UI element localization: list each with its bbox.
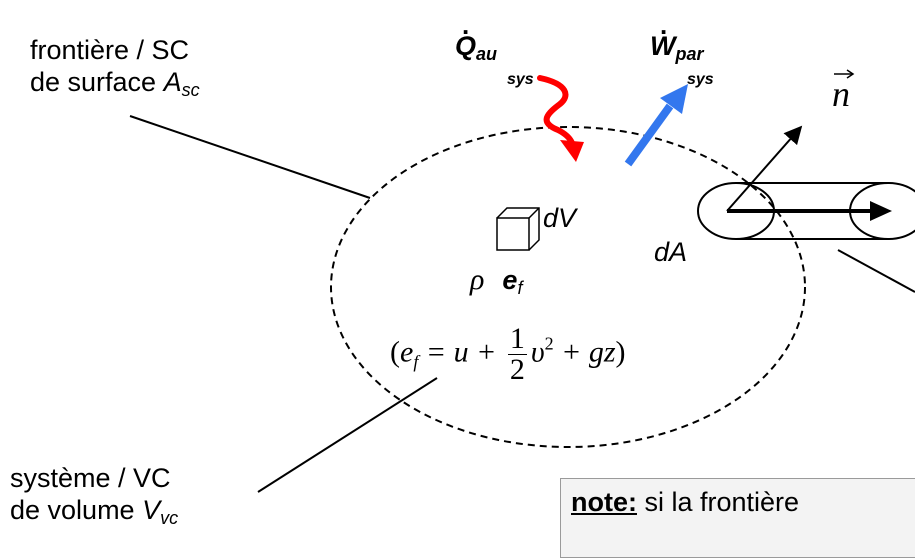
work-arrow [624, 103, 674, 167]
work-subscript: par [675, 44, 704, 64]
work-sys-subscript: sys [687, 71, 714, 88]
heat-subscript: au [476, 44, 498, 64]
note-box: note: si la frontière [560, 478, 915, 558]
heat-symbol: Q [455, 31, 477, 61]
boundary-label: frontière / SC de surface Asc [30, 34, 200, 106]
system-volume-subscript: vc [160, 508, 179, 528]
work-symbol: W [650, 31, 676, 61]
boundary-label-line1: frontière / SC [30, 35, 190, 65]
energy-symbol: e [502, 265, 518, 295]
note-text: si la frontière [636, 487, 800, 517]
normal-vector-arrow [726, 125, 803, 212]
volume-element-cube [496, 207, 540, 251]
system-label: système / VC de volume Vvc [10, 462, 178, 534]
properties-label: ρ ef [470, 264, 522, 304]
control-volume-boundary [330, 126, 806, 448]
heat-rate-label: . Qau [455, 10, 498, 64]
heat-arrow-head [560, 140, 584, 162]
diagram-canvas [129, 69, 915, 493]
vector-overarrow-head [846, 69, 855, 79]
work-arrow-head [660, 84, 688, 114]
boundary-area-subscript: sc [181, 80, 200, 100]
boundary-label-line2: de surface Asc [30, 67, 200, 100]
system-label-line1: système / VC [10, 463, 171, 493]
density-symbol: ρ [470, 263, 485, 296]
system-leader-line [257, 377, 438, 493]
boundary-leader-line [129, 115, 371, 199]
energy-subscript: f [517, 278, 523, 298]
normal-vector-label: n [832, 74, 850, 114]
note-keyword: note: [571, 487, 637, 517]
energy-equation: (ef = u + 1 2 υ2 + gz) [390, 322, 626, 386]
heat-sys-subscript: sys [507, 71, 534, 88]
system-volume-symbol: V [142, 495, 161, 525]
boundary-area-symbol: A [163, 67, 182, 97]
heat-arrow [537, 75, 575, 146]
surface-leader-line [837, 249, 915, 293]
system-label-line2: de volume Vvc [10, 495, 179, 528]
area-element-label: dA [654, 237, 688, 267]
work-rate-label: . Wpar [650, 10, 704, 64]
flow-velocity-arrow-head [870, 201, 892, 221]
volume-element-label: dV [543, 203, 577, 233]
